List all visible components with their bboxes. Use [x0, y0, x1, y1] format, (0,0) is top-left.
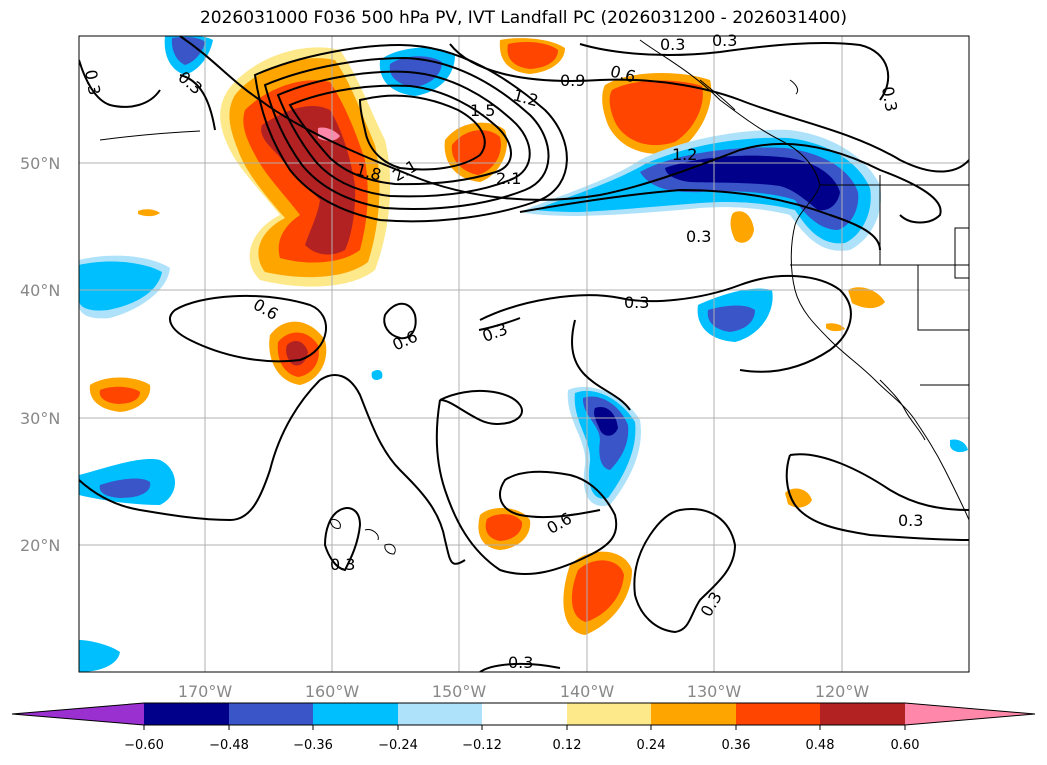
contour-label: 0.3 — [624, 293, 649, 312]
colorbar-bin — [567, 703, 651, 725]
contour-label: 0.3 — [697, 588, 726, 620]
contour-label: 2.1 — [389, 156, 421, 185]
contour-label: 0.3 — [878, 85, 901, 113]
longitude-labels: 170°W 160°W 150°W 140°W 130°W 120°W — [178, 682, 870, 701]
map-title: 2026031000 F036 500 hPa PV, IVT Landfall… — [199, 8, 847, 28]
contour-label: 0.6 — [544, 509, 576, 538]
colorbar-bin — [482, 703, 567, 725]
colorbar-extend-high — [905, 703, 1035, 725]
lat-label: 30°N — [20, 409, 60, 428]
contour-label: 0.3 — [508, 653, 533, 672]
colorbar-bin — [820, 703, 905, 725]
colorbar-bin — [398, 703, 482, 725]
plot-area — [79, 36, 969, 672]
contour-label: 1.5 — [470, 101, 495, 120]
lat-label: 20°N — [20, 536, 60, 555]
contour-label: 0.3 — [81, 68, 104, 96]
colorbar-tick: 0.24 — [637, 738, 666, 753]
contour-label: 0.6 — [250, 295, 282, 324]
colorbar-bin — [736, 703, 820, 725]
contour-label: 0.3 — [330, 555, 355, 574]
contour-label: 0.3 — [712, 31, 737, 50]
colorbar-bin — [651, 703, 736, 725]
latitude-labels: 50°N 40°N 30°N 20°N — [20, 154, 60, 555]
lon-label: 150°W — [432, 682, 487, 701]
colorbar-tick: −0.36 — [293, 738, 333, 753]
colorbar-bin — [229, 703, 313, 725]
colorbar-extend-low — [12, 703, 144, 725]
contour-label: 0.6 — [389, 327, 420, 355]
colorbar-bin — [144, 703, 229, 725]
colorbar-tick: −0.60 — [124, 738, 164, 753]
lon-label: 140°W — [560, 682, 615, 701]
positive-anomaly-shading — [89, 38, 885, 635]
colorbar-tick: −0.24 — [378, 738, 418, 753]
colorbar-tick: −0.48 — [209, 738, 249, 753]
colorbar-tick: −0.12 — [462, 738, 502, 753]
lat-label: 40°N — [20, 281, 60, 300]
lat-label: 50°N — [20, 154, 60, 173]
lon-label: 160°W — [305, 682, 360, 701]
lon-label: 170°W — [178, 682, 233, 701]
colorbar-tick: 0.60 — [891, 738, 920, 753]
contour-label: 1.2 — [511, 85, 541, 110]
contour-label: 0.3 — [660, 35, 685, 54]
contour-label: 2.1 — [496, 169, 521, 188]
pv-contours — [79, 36, 969, 672]
map-frame — [78, 35, 970, 673]
colorbar-tick: 0.48 — [806, 738, 835, 753]
colorbar-tick: 0.12 — [553, 738, 582, 753]
colorbar-tick: 0.36 — [722, 738, 751, 753]
contour-labels: 0.3 0.3 0.3 0.3 0.3 0.3 0.3 0.3 0.3 0.3 … — [81, 31, 923, 672]
contour-label: 0.3 — [898, 511, 923, 530]
lon-label: 130°W — [687, 682, 742, 701]
contour-label: 0.9 — [560, 71, 585, 90]
graticule — [79, 36, 969, 672]
contour-label: 0.3 — [686, 227, 711, 246]
colorbar-bin — [313, 703, 398, 725]
colorbar: −0.60 −0.48 −0.36 −0.24 −0.12 0.12 0.24 … — [11, 702, 1036, 753]
lon-label: 120°W — [815, 682, 870, 701]
contour-label: 1.2 — [672, 145, 697, 164]
